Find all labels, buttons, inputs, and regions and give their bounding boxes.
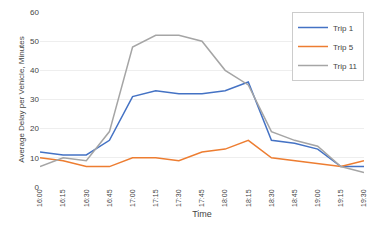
- svg-text:40: 40: [30, 66, 39, 75]
- svg-text:16:15: 16:15: [59, 189, 66, 207]
- svg-text:Trip 5: Trip 5: [333, 43, 354, 52]
- svg-text:18:45: 18:45: [291, 189, 298, 207]
- svg-text:17:30: 17:30: [175, 189, 182, 207]
- svg-text:20: 20: [30, 124, 39, 133]
- svg-text:50: 50: [30, 37, 39, 46]
- svg-text:10: 10: [30, 154, 39, 163]
- svg-text:17:45: 17:45: [198, 189, 205, 207]
- svg-text:30: 30: [30, 95, 39, 104]
- svg-text:Trip 11: Trip 11: [333, 62, 358, 71]
- svg-text:0: 0: [35, 183, 40, 192]
- svg-text:19:00: 19:00: [314, 189, 321, 207]
- svg-text:17:00: 17:00: [129, 189, 136, 207]
- svg-text:18:15: 18:15: [245, 189, 252, 207]
- svg-text:19:30: 19:30: [360, 189, 367, 207]
- svg-text:19:15: 19:15: [337, 189, 344, 207]
- svg-text:60: 60: [30, 8, 39, 17]
- svg-text:16:30: 16:30: [83, 189, 90, 207]
- svg-text:18:00: 18:00: [221, 189, 228, 207]
- svg-text:Trip 1: Trip 1: [333, 24, 354, 33]
- svg-text:Average Delay per Vehicle, Min: Average Delay per Vehicle, Minutes: [17, 36, 26, 163]
- svg-text:Time: Time: [192, 209, 212, 219]
- svg-text:17:15: 17:15: [152, 189, 159, 207]
- svg-text:18:30: 18:30: [268, 189, 275, 207]
- svg-text:16:00: 16:00: [36, 189, 43, 207]
- svg-text:16:45: 16:45: [106, 189, 113, 207]
